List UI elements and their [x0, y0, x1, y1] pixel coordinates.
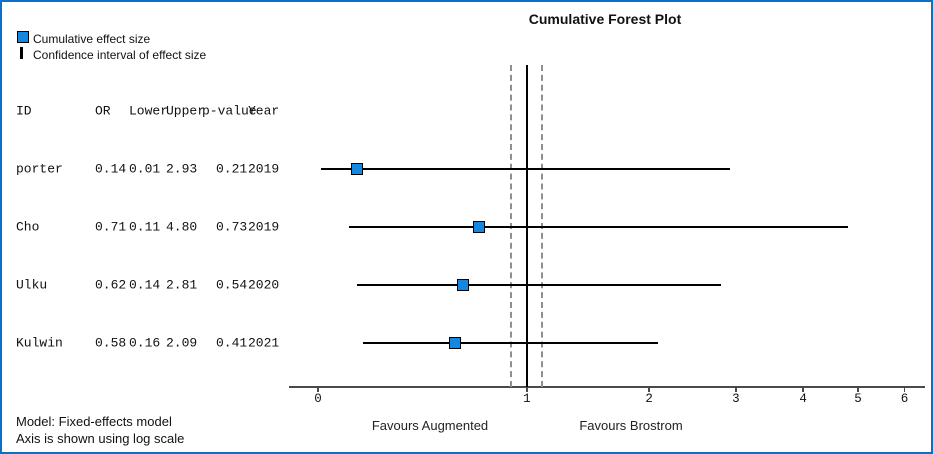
effect-marker	[350, 162, 363, 175]
legend-effect-marker-icon	[17, 31, 29, 43]
table-cell-year: 2019	[248, 161, 280, 177]
table-cell-upper: 2.81	[166, 277, 198, 293]
effect-marker	[456, 278, 469, 291]
model-footnote: Model: Fixed-effects model	[16, 414, 172, 429]
axis-tick-label: 2	[645, 392, 653, 406]
table-cell-lower: 0.16	[129, 335, 161, 351]
table-cell-upper: 2.93	[166, 161, 198, 177]
table-cell-p: 0.73	[216, 219, 248, 235]
header-upper: Upper	[166, 103, 206, 119]
favours-left-label: Favours Augmented	[371, 418, 489, 433]
table-cell-lower: 0.14	[129, 277, 161, 293]
table-cell-p: 0.41	[216, 335, 248, 351]
table-cell-year: 2021	[248, 335, 280, 351]
axis-tick	[317, 387, 319, 392]
table-cell-upper: 2.09	[166, 335, 198, 351]
effect-marker	[449, 336, 462, 349]
axis-tick-label: 0	[314, 392, 322, 406]
table-cell-upper: 4.80	[166, 219, 198, 235]
axis-tick-label: 1	[523, 392, 531, 406]
table-cell-id: Kulwin	[16, 335, 63, 351]
axis-tick	[526, 387, 528, 392]
axis-tick	[857, 387, 859, 392]
table-cell-p: 0.21	[216, 161, 248, 177]
ci-line	[357, 284, 722, 286]
axis-tick	[648, 387, 650, 392]
ci-line	[362, 342, 659, 344]
table-cell-p: 0.54	[216, 277, 248, 293]
axis-tick	[735, 387, 737, 392]
ci-line	[320, 168, 731, 170]
table-cell-id: porter	[16, 161, 63, 177]
x-axis-line	[289, 386, 925, 388]
header-id: ID	[16, 103, 32, 119]
table-cell-or: 0.14	[95, 161, 127, 177]
axis-tick-label: 3	[732, 392, 740, 406]
table-cell-lower: 0.11	[129, 219, 161, 235]
chart-title: Cumulative Forest Plot	[528, 11, 682, 27]
axis-tick	[802, 387, 804, 392]
scale-footnote: Axis is shown using log scale	[16, 431, 185, 446]
table-cell-id: Cho	[16, 219, 40, 235]
ci-line	[349, 226, 848, 228]
table-cell-or: 0.62	[95, 277, 127, 293]
axis-tick	[903, 387, 906, 392]
table-cell-id: Ulku	[16, 277, 48, 293]
legend-ci-line-icon	[20, 47, 23, 59]
legend-effect-label: Cumulative effect size	[33, 32, 151, 46]
table-cell-or: 0.71	[95, 219, 127, 235]
axis-tick-label: 5	[854, 392, 862, 406]
header-or: OR	[95, 103, 111, 119]
legend-ci-label: Confidence interval of effect size	[33, 48, 207, 62]
axis-tick-label: 6	[900, 392, 909, 406]
favours-right-label: Favours Brostrom	[579, 418, 683, 433]
table-cell-lower: 0.01	[129, 161, 161, 177]
table-cell-year: 2020	[248, 277, 280, 293]
header-year: Year	[248, 103, 280, 119]
header-p-value: p-value	[202, 103, 257, 119]
effect-marker	[473, 220, 486, 233]
table-cell-or: 0.58	[95, 335, 127, 351]
axis-tick-label: 4	[799, 392, 807, 406]
table-cell-year: 2019	[248, 219, 280, 235]
header-lower: Lower	[129, 103, 169, 119]
